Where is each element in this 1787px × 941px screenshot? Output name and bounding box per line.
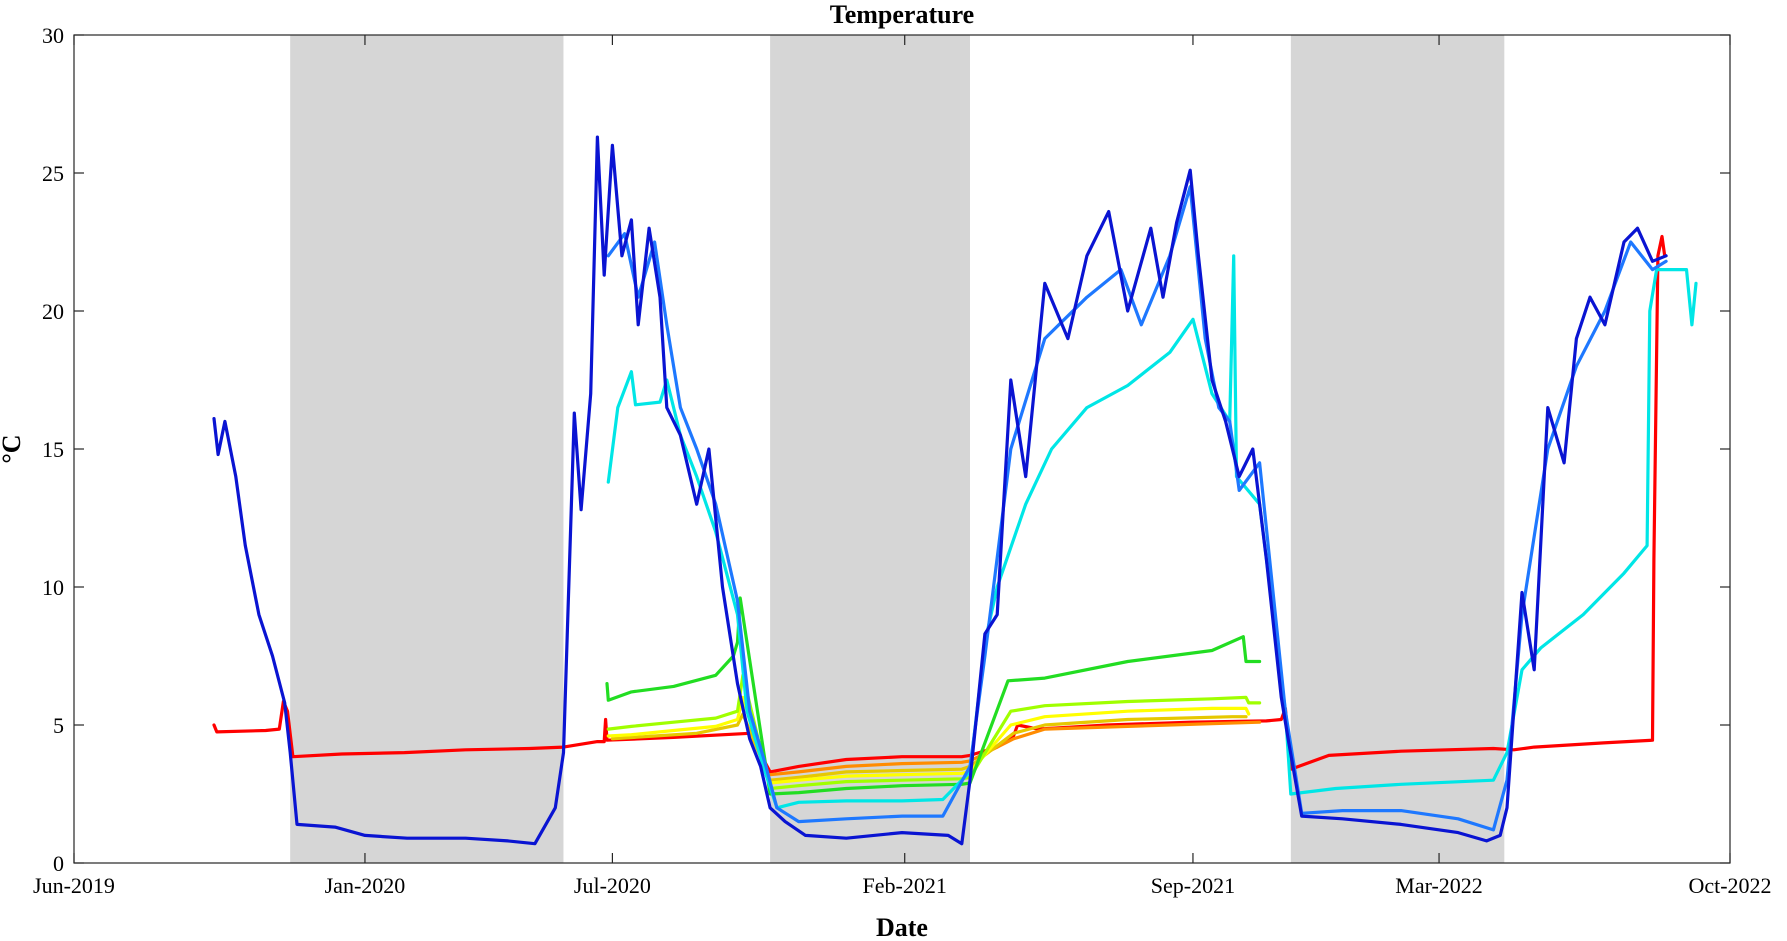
series-lines bbox=[212, 135, 1698, 846]
series-line bbox=[606, 254, 1698, 810]
y-tick-label: 20 bbox=[42, 299, 64, 324]
x-axis-label: Date bbox=[876, 913, 928, 941]
series-line bbox=[605, 596, 1262, 796]
y-tick-label: 10 bbox=[42, 575, 64, 600]
y-axis-label: °C bbox=[0, 434, 26, 463]
x-tick-label: Jan-2020 bbox=[325, 873, 406, 898]
x-axis: Jun-2019 Jan-2020 Jul-2020 Feb-2021 Sep-2021… bbox=[33, 35, 1772, 898]
y-tick-label: 25 bbox=[42, 161, 64, 186]
x-tick-label: Jun-2019 bbox=[33, 873, 115, 898]
y-axis: 0 5 10 15 20 25 30 bbox=[42, 23, 1730, 876]
series-line bbox=[606, 185, 1668, 832]
x-tick-label: Oct-2022 bbox=[1688, 873, 1771, 898]
y-tick-label: 5 bbox=[53, 713, 64, 738]
shaded-period bbox=[770, 35, 970, 863]
shaded-period bbox=[1290, 35, 1505, 863]
chart-title: Temperature bbox=[830, 0, 974, 29]
series-line bbox=[606, 673, 1262, 791]
x-tick-label: Jul-2020 bbox=[574, 873, 651, 898]
y-tick-label: 0 bbox=[53, 851, 64, 876]
x-tick-label: Mar-2022 bbox=[1395, 873, 1483, 898]
shaded-period bbox=[290, 35, 564, 863]
series-line bbox=[606, 695, 1251, 785]
x-tick-label: Feb-2021 bbox=[863, 873, 947, 898]
shaded-periods bbox=[290, 35, 1505, 863]
x-tick-label: Sep-2021 bbox=[1151, 873, 1235, 898]
series-line bbox=[212, 135, 1668, 846]
y-tick-label: 15 bbox=[42, 437, 64, 462]
y-tick-label: 30 bbox=[42, 23, 64, 48]
series-line bbox=[610, 712, 1248, 782]
